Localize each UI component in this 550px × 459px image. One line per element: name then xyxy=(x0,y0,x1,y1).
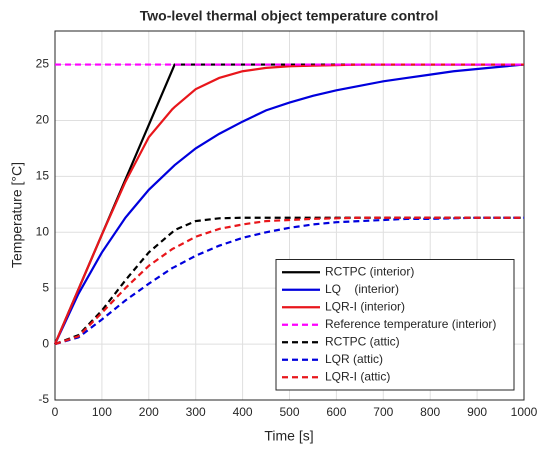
x-tick-label: 700 xyxy=(373,405,393,419)
legend-label: LQ (interior) xyxy=(325,282,399,296)
x-tick-label: 200 xyxy=(139,405,159,419)
x-tick-label: 100 xyxy=(92,405,112,419)
y-tick-label: 15 xyxy=(36,169,50,183)
legend-label: Reference temperature (interior) xyxy=(325,317,496,331)
legend-label: LQR (attic) xyxy=(325,352,383,366)
legend-label: LQR-I (interior) xyxy=(325,299,405,313)
x-tick-label: 500 xyxy=(279,405,299,419)
y-tick-label: 5 xyxy=(42,280,49,294)
series-line xyxy=(53,63,524,345)
y-tick-label: 20 xyxy=(36,113,50,127)
y-tick-label: 10 xyxy=(36,224,50,238)
x-tick-label: 300 xyxy=(186,405,206,419)
x-tick-label: 900 xyxy=(467,405,487,419)
series-line xyxy=(54,216,524,346)
x-tick-label: 0 xyxy=(52,405,59,419)
legend-box xyxy=(275,259,515,391)
lines xyxy=(53,63,525,346)
y-axis-label: Temperature [°C] xyxy=(9,162,25,268)
x-tick-label: 800 xyxy=(420,405,440,419)
series-line xyxy=(54,216,524,346)
legend-label: RCTPC (interior) xyxy=(325,264,414,278)
legend-label: LQR-I (attic) xyxy=(325,369,390,383)
x-tick-label: 1000 xyxy=(511,405,538,419)
plot-frame xyxy=(54,30,525,401)
series-line xyxy=(54,63,525,345)
series-line xyxy=(54,216,524,346)
x-tick-label: 400 xyxy=(233,405,253,419)
x-tick-label: 600 xyxy=(326,405,346,419)
y-tick-label: 0 xyxy=(42,336,49,350)
chart-title: Two-level thermal object temperature con… xyxy=(140,8,438,24)
y-tick-label: -5 xyxy=(38,392,49,406)
legend-label: RCTPC (attic) xyxy=(325,334,400,348)
y-tick-label: 25 xyxy=(36,57,50,71)
x-axis-label: Time [s] xyxy=(264,428,313,444)
